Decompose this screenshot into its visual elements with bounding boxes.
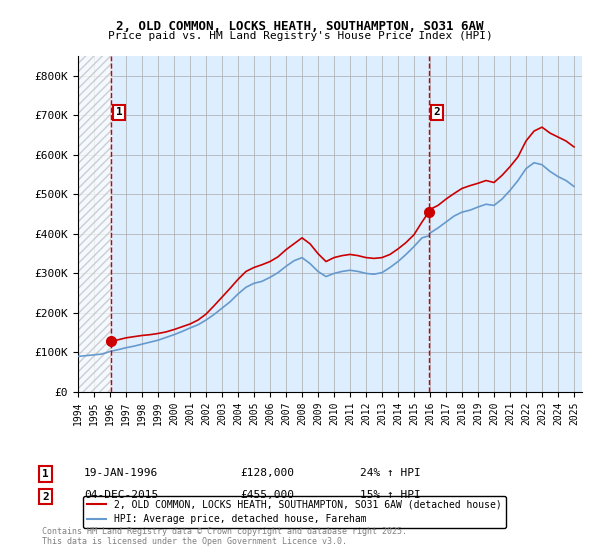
Text: 24% ↑ HPI: 24% ↑ HPI: [360, 468, 421, 478]
Text: 15% ↑ HPI: 15% ↑ HPI: [360, 491, 421, 501]
Legend: 2, OLD COMMON, LOCKS HEATH, SOUTHAMPTON, SO31 6AW (detached house), HPI: Average: 2, OLD COMMON, LOCKS HEATH, SOUTHAMPTON,…: [83, 496, 506, 528]
Text: 2: 2: [42, 492, 49, 502]
Text: 1: 1: [116, 108, 122, 117]
Text: Contains HM Land Registry data © Crown copyright and database right 2025.
This d: Contains HM Land Registry data © Crown c…: [42, 526, 407, 546]
Text: 04-DEC-2015: 04-DEC-2015: [84, 491, 158, 501]
Text: £455,000: £455,000: [240, 491, 294, 501]
Bar: [78, 56, 111, 392]
Text: 1: 1: [42, 469, 49, 479]
Text: Price paid vs. HM Land Registry's House Price Index (HPI): Price paid vs. HM Land Registry's House …: [107, 31, 493, 41]
Text: £128,000: £128,000: [240, 468, 294, 478]
Text: 2, OLD COMMON, LOCKS HEATH, SOUTHAMPTON, SO31 6AW: 2, OLD COMMON, LOCKS HEATH, SOUTHAMPTON,…: [116, 20, 484, 32]
Text: 2: 2: [434, 108, 440, 117]
Text: 19-JAN-1996: 19-JAN-1996: [84, 468, 158, 478]
